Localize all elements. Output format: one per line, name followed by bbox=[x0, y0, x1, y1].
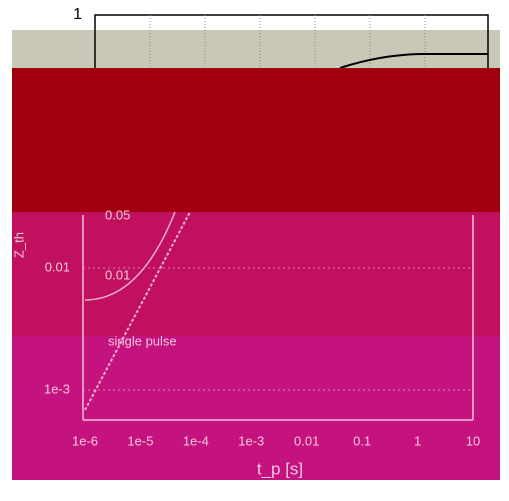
x-tick-label: 10 bbox=[466, 433, 480, 448]
x-axis-label: t_p [s] bbox=[257, 459, 303, 478]
x-tick-label: 1 bbox=[414, 433, 421, 448]
top-label: 1 bbox=[73, 6, 82, 23]
x-ticks: 1e-6 1e-5 1e-4 1e-3 0.01 0.1 1 10 bbox=[72, 433, 480, 448]
x-tick-label: 0.01 bbox=[294, 433, 319, 448]
pink-block bbox=[12, 336, 500, 480]
y-tick-label: 1e-3 bbox=[44, 381, 70, 396]
x-tick-label: 0.1 bbox=[353, 433, 371, 448]
inner-annotation: 0.01 bbox=[105, 267, 130, 282]
x-tick-label: 1e-5 bbox=[127, 433, 153, 448]
upper-annotation: 0.05 bbox=[105, 207, 130, 222]
x-tick-label: 1e-3 bbox=[238, 433, 264, 448]
magenta-block bbox=[12, 212, 500, 337]
upper-grid bbox=[149, 15, 426, 70]
duty-curve bbox=[84, 211, 176, 301]
x-tick-label: 1e-6 bbox=[72, 433, 98, 448]
curve-label: single pulse bbox=[108, 333, 177, 348]
grid bbox=[83, 267, 473, 391]
y-tick-label: 0.01 bbox=[45, 259, 70, 274]
red-block bbox=[12, 68, 500, 213]
gray-band bbox=[12, 30, 500, 70]
single-pulse-curve bbox=[84, 211, 191, 411]
x-tick-label: 1e-4 bbox=[183, 433, 209, 448]
upper-curve bbox=[339, 53, 488, 69]
y-axis-label: Z_th bbox=[11, 232, 26, 258]
